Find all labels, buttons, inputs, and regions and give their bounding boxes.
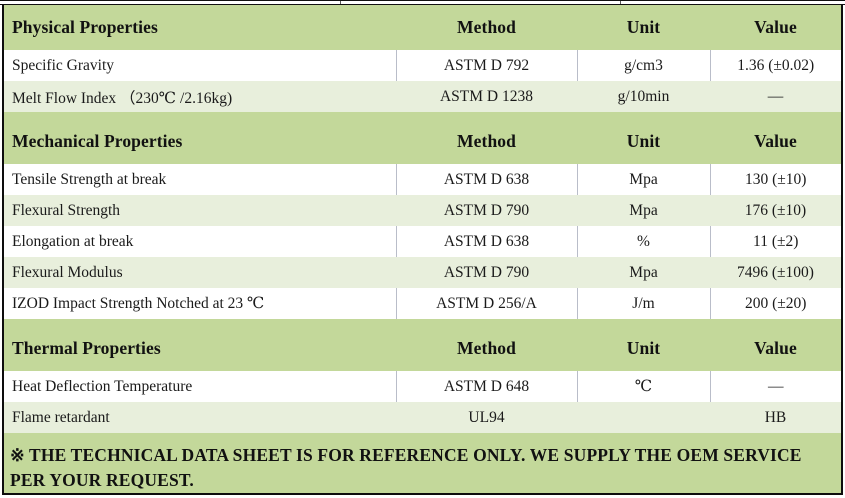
- property-name: Flexural Modulus: [4, 257, 396, 288]
- section-title-physical: Physical Properties: [4, 5, 396, 50]
- property-value: 200 (±20): [709, 288, 841, 319]
- property-value: 130 (±10): [709, 164, 841, 195]
- table-row: Tensile Strength at break ASTM D 638 Mpa…: [4, 164, 841, 195]
- section-gap: [4, 319, 841, 325]
- property-name: Specific Gravity: [4, 50, 396, 81]
- property-name: Flexural Strength: [4, 195, 396, 226]
- property-method: ASTM D 790: [396, 257, 577, 288]
- section-title-thermal: Thermal Properties: [4, 325, 396, 371]
- property-unit: J/m: [576, 288, 710, 319]
- property-name: Heat Deflection Temperature: [4, 371, 396, 402]
- section-header-mechanical: Mechanical Properties Method Unit Value: [4, 118, 841, 164]
- property-name: Elongation at break: [4, 226, 396, 257]
- column-header-method: Method: [396, 5, 577, 50]
- property-name: Flame retardant: [4, 402, 396, 433]
- property-unit: Mpa: [577, 195, 710, 226]
- table-row: Elongation at break ASTM D 638 % 11 (±2): [4, 226, 841, 257]
- column-header-value: Value: [710, 325, 841, 371]
- property-name: Melt Flow Index （230℃ /2.16kg): [4, 81, 396, 112]
- property-method: ASTM D 1238: [396, 81, 577, 112]
- section-header-thermal: Thermal Properties Method Unit Value: [4, 325, 841, 371]
- table-row: Flexural Modulus ASTM D 790 Mpa 7496 (±1…: [4, 257, 841, 288]
- properties-table: Physical Properties Method Unit Value Sp…: [4, 5, 841, 493]
- section-header-physical: Physical Properties Method Unit Value: [4, 5, 841, 50]
- property-unit: Mpa: [577, 257, 710, 288]
- column-header-value: Value: [710, 5, 841, 50]
- table-row: Melt Flow Index （230℃ /2.16kg) ASTM D 12…: [4, 81, 841, 112]
- property-method: ASTM D 790: [396, 195, 577, 226]
- property-value: 11 (±2): [709, 226, 841, 257]
- property-unit: g/10min: [577, 81, 710, 112]
- property-method: ASTM D 792: [395, 50, 577, 81]
- property-value: —: [709, 371, 841, 402]
- property-method: ASTM D 256/A: [395, 288, 577, 319]
- property-value: —: [710, 81, 841, 112]
- top-edge-segment: [0, 1, 341, 4]
- table-row: Flexural Strength ASTM D 790 Mpa 176 (±1…: [4, 195, 841, 226]
- property-unit: Mpa: [576, 164, 710, 195]
- property-name: Tensile Strength at break: [4, 164, 396, 195]
- column-header-unit: Unit: [577, 325, 710, 371]
- table-frame: Physical Properties Method Unit Value Sp…: [2, 3, 843, 495]
- column-header-method: Method: [396, 325, 577, 371]
- section-gap: [4, 112, 841, 118]
- property-unit: g/cm3: [576, 50, 710, 81]
- top-edge-strip: [0, 0, 845, 5]
- table-row: Heat Deflection Temperature ASTM D 648 ℃…: [4, 371, 841, 402]
- column-header-method: Method: [396, 118, 577, 164]
- property-unit: [577, 402, 710, 433]
- footer-note-row: ※ THE TECHNICAL DATA SHEET IS FOR REFERE…: [4, 433, 841, 493]
- property-value: HB: [710, 402, 841, 433]
- property-unit: %: [576, 226, 710, 257]
- property-value: 1.36 (±0.02): [709, 50, 841, 81]
- table-row: Flame retardant UL94 HB: [4, 402, 841, 433]
- section-title-mechanical: Mechanical Properties: [4, 118, 396, 164]
- property-method: ASTM D 648: [395, 371, 577, 402]
- property-unit: ℃: [576, 371, 710, 402]
- column-header-unit: Unit: [577, 5, 710, 50]
- property-name: IZOD Impact Strength Notched at 23 ℃: [4, 288, 396, 319]
- property-value: 176 (±10): [710, 195, 841, 226]
- property-value: 7496 (±100): [710, 257, 841, 288]
- column-header-unit: Unit: [577, 118, 710, 164]
- footer-note-text: ※ THE TECHNICAL DATA SHEET IS FOR REFERE…: [10, 445, 802, 491]
- property-method: ASTM D 638: [395, 164, 577, 195]
- property-method: ASTM D 638: [395, 226, 577, 257]
- table-row: IZOD Impact Strength Notched at 23 ℃ AST…: [4, 288, 841, 319]
- top-edge-segment: [340, 1, 621, 4]
- table-row: Specific Gravity ASTM D 792 g/cm3 1.36 (…: [4, 50, 841, 81]
- property-method: UL94: [396, 402, 577, 433]
- column-header-value: Value: [710, 118, 841, 164]
